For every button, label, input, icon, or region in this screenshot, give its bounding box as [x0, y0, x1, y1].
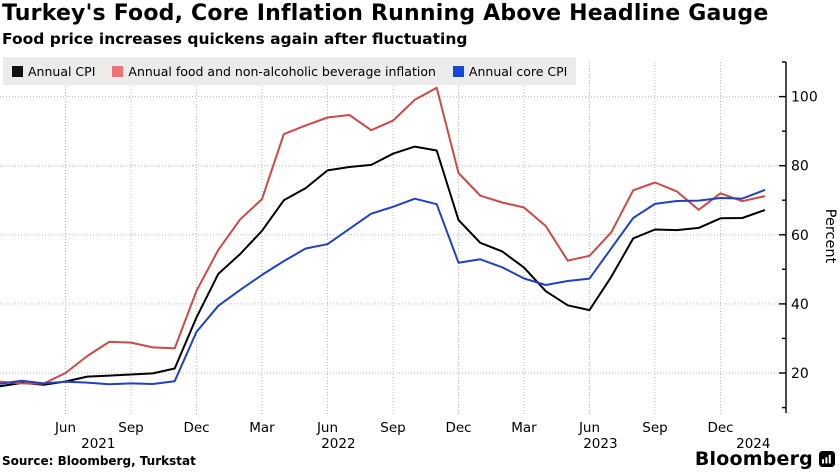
x-year-label: 2024: [736, 436, 770, 452]
legend-label-food-inflation: Annual food and non-alcoholic beverage i…: [128, 63, 436, 79]
x-tick-label: Dec: [707, 420, 733, 436]
plot-area: 20 40 60 80 100 Percent Jun Sep Dec Mar Jun Sep Dec M…: [0, 61, 838, 452]
x-tick-label: Sep: [642, 420, 667, 436]
x-year-label: 2022: [321, 436, 355, 452]
series-line-food: [0, 86, 766, 385]
y-tick-label: 20: [791, 366, 809, 382]
cpi-swatch-icon: [12, 65, 23, 77]
y-axis-title: Percent: [822, 209, 838, 264]
y-tick-label: 40: [791, 297, 809, 313]
chart-subtitle: Food price increases quickens again afte…: [2, 30, 468, 48]
source-note: Source: Bloomberg, Turkstat: [2, 454, 196, 468]
x-tick-label: Dec: [183, 420, 209, 436]
legend-item-annual-cpi: Annual CPI: [12, 64, 95, 79]
core-swatch-icon: [452, 65, 464, 77]
series-line-cpi: [0, 145, 766, 388]
x-tick-label: Sep: [380, 420, 405, 436]
legend-item-food-inflation: Annual food and non-alcoholic beverage i…: [112, 64, 436, 79]
x-year-label: 2021: [81, 436, 115, 452]
series-line-core: [0, 189, 766, 386]
x-year-label: 2023: [583, 436, 617, 452]
x-tick-label: Jun: [316, 420, 338, 436]
chart-title: Turkey's Food, Core Inflation Running Ab…: [2, 1, 769, 26]
food-swatch-icon: [112, 65, 124, 77]
y-tick-label: 80: [791, 159, 809, 175]
legend-label-annual-cpi: Annual CPI: [28, 63, 96, 79]
x-tick-label: Dec: [445, 420, 471, 436]
legend-label-core-cpi: Annual core CPI: [468, 63, 568, 79]
bloomberg-chart-icon: [819, 451, 835, 467]
legend: Annual CPI Annual food and non-alcoholic…: [3, 57, 577, 85]
x-tick-label: Jun: [54, 420, 76, 436]
bloomberg-wordmark: Bloomberg: [694, 448, 813, 470]
x-tick-label: Mar: [511, 420, 537, 436]
y-tick-label: 60: [791, 228, 809, 244]
legend-item-core-cpi: Annual core CPI: [452, 63, 568, 79]
x-tick-label: Mar: [249, 420, 275, 436]
y-tick-label: 100: [791, 90, 818, 106]
bloomberg-logo: Bloomberg: [695, 448, 835, 470]
x-tick-label: Sep: [118, 420, 143, 436]
x-tick-label: Jun: [578, 420, 600, 436]
